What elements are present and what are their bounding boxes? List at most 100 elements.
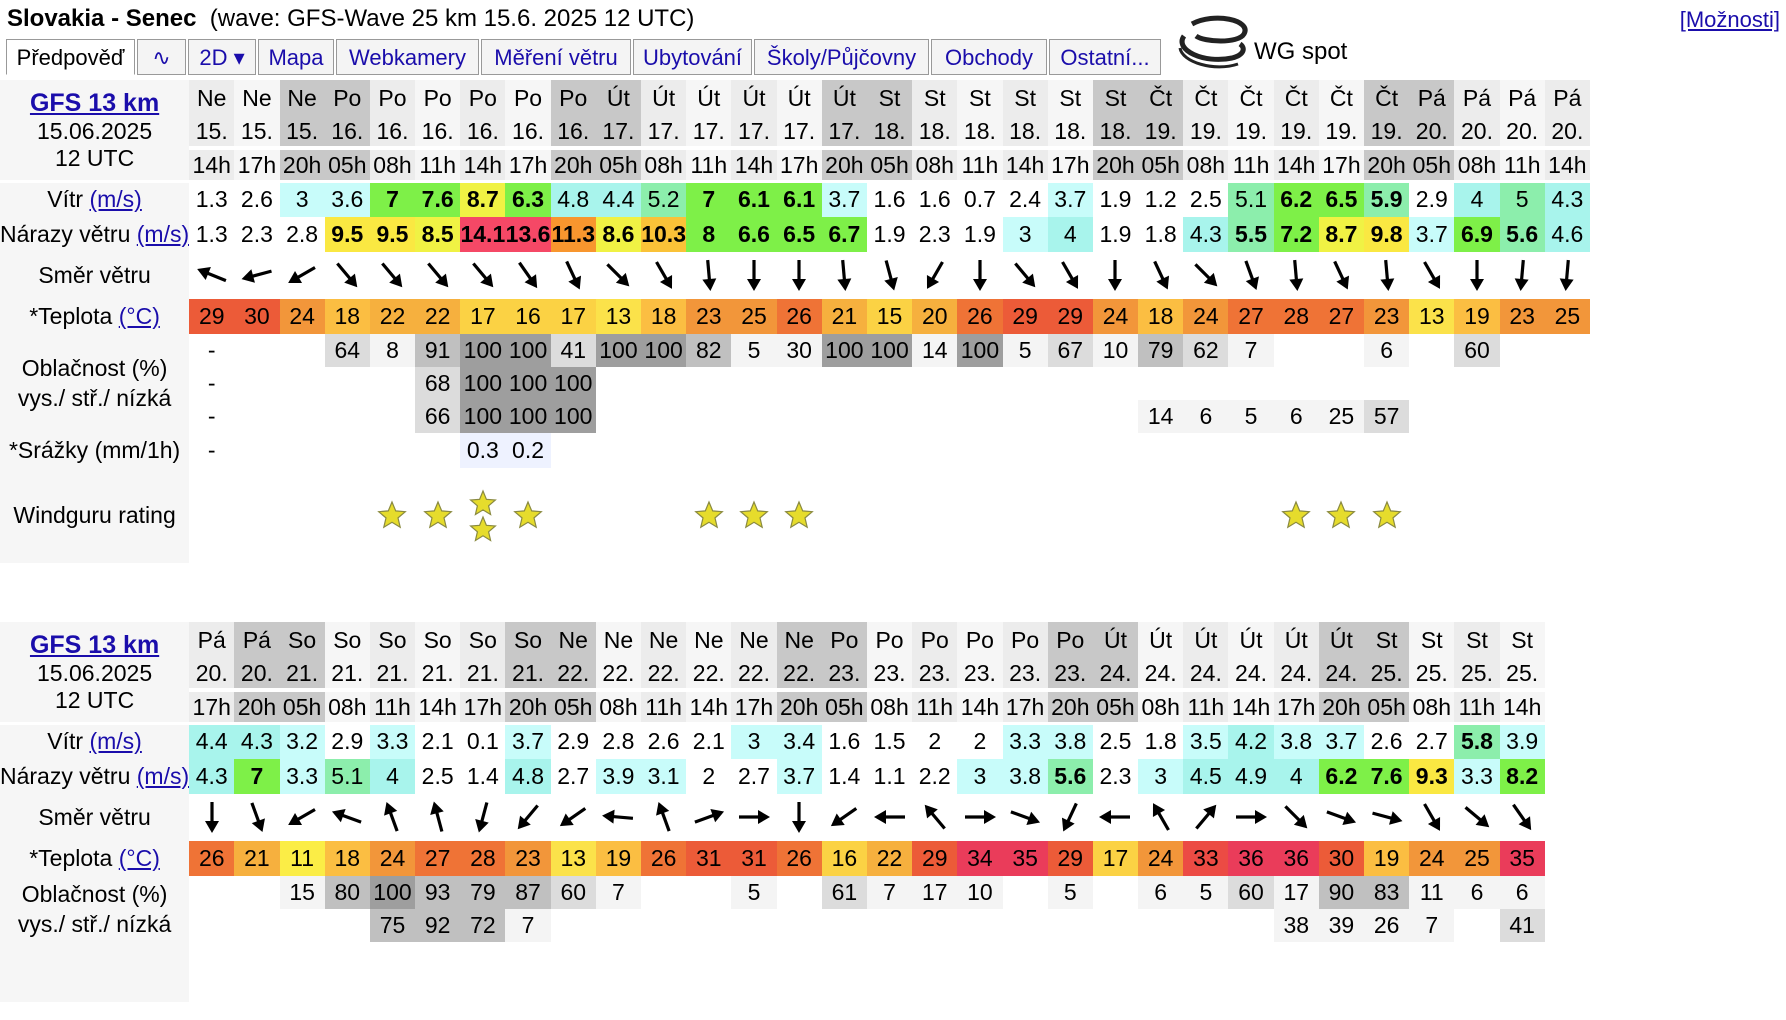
wind-cell: 3 (731, 723, 777, 759)
temp-unit-link[interactable]: (°C) (118, 302, 160, 329)
day-cell: Po (369, 80, 416, 116)
gust-cell: 2 (686, 758, 732, 794)
date-cell: 19. (1318, 116, 1365, 148)
hour-cell: 11h (1228, 146, 1274, 182)
tab-forecast[interactable]: Předpověď (6, 39, 135, 75)
cloud-cell (641, 366, 687, 400)
wind-direction-arrow-icon (1274, 252, 1319, 299)
date-cell: 18. (1092, 116, 1139, 148)
cloud-cell: 60 (1454, 333, 1500, 367)
tab-2d[interactable]: 2D ▾ (188, 39, 256, 75)
date-cell: 24. (1092, 658, 1139, 690)
cloud-cell: 6 (1364, 333, 1410, 367)
hour-cell: 08h (866, 688, 913, 724)
precip-cell (776, 432, 822, 468)
gust-cell: 2.3 (234, 216, 280, 252)
model-run: 12 UTC (54, 686, 135, 713)
cloud-cell: 82 (686, 333, 732, 367)
cloud-label: Oblačnost (%) vys./ stř./ nízká (0, 333, 190, 433)
day-cell: St (957, 80, 1003, 116)
gusts-unit-link[interactable]: (m/s) (136, 762, 190, 789)
cloud-cell (957, 908, 1003, 942)
date-cell: 20. (1454, 116, 1500, 148)
wind-direction-arrow-icon (1274, 794, 1319, 841)
day-cell: So (369, 622, 416, 658)
date-cell: 17. (821, 116, 867, 148)
tab-schools[interactable]: Školy/Půjčovny (754, 39, 929, 75)
hour-cell: 08h (912, 146, 958, 182)
cloud-cell: 6 (1454, 875, 1500, 909)
wind-cell: 2 (957, 723, 1003, 759)
temp-cell: 18 (641, 298, 687, 334)
cloud-cell: 66 (415, 399, 461, 433)
precip-cell (1092, 432, 1139, 468)
model-link[interactable]: GFS 13 km (29, 88, 160, 117)
temp-cell: 31 (686, 840, 732, 876)
date-cell: 25. (1499, 658, 1545, 690)
gust-cell: 7.6 (1364, 758, 1410, 794)
cloud-cell: 100 (505, 366, 551, 400)
date-cell: 24. (1318, 658, 1365, 690)
wind-cell: 2.9 (324, 723, 370, 759)
cloud-cell: 41 (1499, 908, 1545, 942)
date-cell: 23. (912, 658, 958, 690)
wind-cell: 0.7 (957, 181, 1003, 217)
tab-graph-icon[interactable]: ∿ (137, 39, 186, 75)
cloud-cell: 30 (776, 333, 822, 367)
temp-cell: 31 (731, 840, 777, 876)
wind-unit-link[interactable]: (m/s) (89, 186, 142, 213)
cloud-cell (1409, 399, 1455, 433)
model-link[interactable]: GFS 13 km (29, 630, 160, 659)
cloud-cell: 100 (460, 333, 506, 367)
wind-cell: 3.8 (1273, 723, 1319, 759)
cloud-cell (1273, 366, 1319, 400)
cloud-cell (1047, 366, 1093, 400)
forecast-table-2: GFS 13 km 15.06.2025 12 UTC Pá Pá So So So So So S… (0, 622, 1786, 1002)
date-cell: 21. (415, 658, 461, 690)
day-cell: Ne (189, 80, 235, 116)
date-cell: 22. (641, 658, 687, 690)
wind-cell: 3.3 (369, 723, 416, 759)
cloud-cell (776, 875, 822, 909)
wind-cell: 2.4 (1002, 181, 1048, 217)
wind-cell: 6.3 (505, 181, 551, 217)
hour-cell: 05h (1092, 688, 1139, 724)
hour-cell: 11h (1454, 688, 1500, 724)
gusts-unit-link[interactable]: (m/s) (136, 220, 190, 247)
tab-accommodation[interactable]: Ubytování (633, 39, 752, 75)
date-cell: 18. (912, 116, 958, 148)
temp-unit-link[interactable]: (°C) (118, 844, 160, 871)
gust-cell: 13.6 (505, 216, 551, 252)
hour-cell: 20h (1092, 146, 1139, 182)
tab-map[interactable]: Mapa (258, 39, 334, 75)
day-cell: Pá (1499, 80, 1545, 116)
cloud-cell (1002, 399, 1048, 433)
cloud-cell (1002, 875, 1048, 909)
precip-cell (1409, 432, 1455, 468)
tab-wind-measure[interactable]: Měření větru (481, 39, 631, 75)
wind-unit-link[interactable]: (m/s) (89, 728, 142, 755)
precip-cell (550, 432, 596, 468)
cloud-cell (324, 908, 370, 942)
hour-cell: 11h (912, 688, 958, 724)
date-cell: 16. (550, 116, 596, 148)
rating-label: Windguru rating (0, 467, 190, 563)
temp-cell: 33 (1183, 840, 1229, 876)
wind-cell: 1.9 (1092, 181, 1139, 217)
options-link[interactable]: [Možnosti] (1679, 7, 1780, 32)
temp-cell: 17 (460, 298, 506, 334)
wind-direction-arrow-icon (280, 252, 325, 299)
gust-cell: 7 (234, 758, 280, 794)
cloud-cell (912, 399, 958, 433)
day-cell: Po (415, 80, 461, 116)
temp-cell: 29 (1047, 840, 1093, 876)
hour-cell: 08h (324, 688, 370, 724)
tab-shops[interactable]: Obchody (931, 39, 1047, 75)
tab-webcams[interactable]: Webkamery (336, 39, 479, 75)
hour-cell: 05h (1364, 688, 1410, 724)
tab-other[interactable]: Ostatní... (1049, 39, 1161, 75)
cloud-cell: 100 (866, 333, 913, 367)
gust-cell: 1.4 (460, 758, 506, 794)
cloud-cell (731, 399, 777, 433)
hour-cell: 14h (460, 146, 506, 182)
